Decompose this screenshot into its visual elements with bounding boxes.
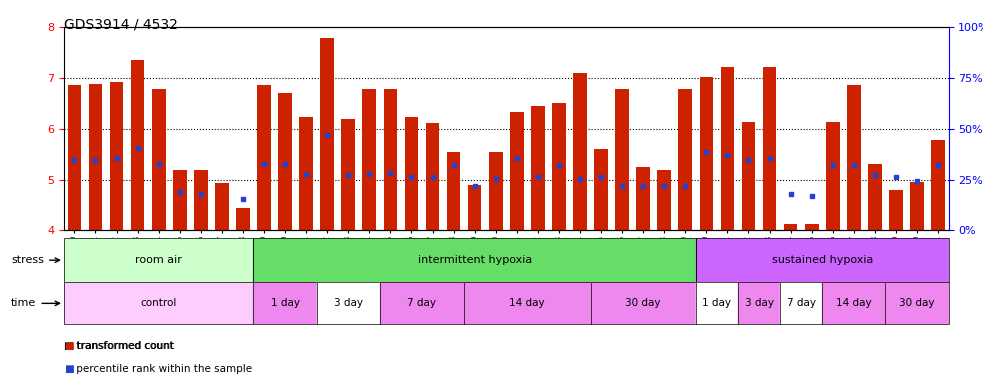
- Bar: [236, 207, 250, 230]
- Bar: [822, 282, 886, 324]
- Bar: [510, 113, 524, 230]
- Bar: [591, 282, 696, 324]
- Text: 7 day: 7 day: [408, 298, 436, 308]
- Text: ■: ■: [64, 364, 74, 374]
- Bar: [594, 149, 607, 230]
- Text: percentile rank within the sample: percentile rank within the sample: [73, 364, 252, 374]
- Bar: [822, 282, 886, 324]
- Bar: [738, 282, 781, 324]
- Bar: [552, 103, 566, 230]
- Bar: [215, 183, 229, 230]
- Bar: [489, 152, 502, 230]
- Bar: [658, 170, 671, 230]
- Bar: [405, 118, 419, 230]
- Bar: [317, 282, 379, 324]
- Text: ■ transformed count: ■ transformed count: [64, 341, 174, 351]
- Bar: [783, 224, 797, 230]
- Text: room air: room air: [136, 255, 182, 265]
- Text: ■: ■: [64, 341, 74, 351]
- Bar: [696, 238, 949, 282]
- Bar: [379, 282, 464, 324]
- Bar: [299, 118, 313, 230]
- Bar: [886, 282, 949, 324]
- Bar: [696, 282, 738, 324]
- Bar: [254, 282, 317, 324]
- Bar: [64, 238, 254, 282]
- Bar: [151, 89, 165, 230]
- Bar: [781, 282, 822, 324]
- Bar: [573, 73, 587, 230]
- Bar: [317, 282, 379, 324]
- Bar: [379, 282, 464, 324]
- Bar: [254, 238, 696, 282]
- Bar: [68, 85, 82, 230]
- Bar: [678, 89, 692, 230]
- Bar: [464, 282, 591, 324]
- Bar: [64, 282, 254, 324]
- Bar: [826, 121, 839, 230]
- Text: sustained hypoxia: sustained hypoxia: [772, 255, 873, 265]
- Bar: [110, 82, 124, 230]
- Text: 14 day: 14 day: [836, 298, 872, 308]
- Bar: [64, 282, 254, 324]
- Bar: [173, 170, 187, 230]
- Bar: [763, 66, 777, 230]
- Text: stress: stress: [11, 255, 60, 265]
- Bar: [464, 282, 591, 324]
- Bar: [741, 121, 755, 230]
- Bar: [615, 89, 629, 230]
- Bar: [931, 140, 945, 230]
- Bar: [889, 190, 902, 230]
- Bar: [591, 282, 696, 324]
- Bar: [696, 282, 738, 324]
- Bar: [341, 119, 355, 230]
- Text: 30 day: 30 day: [899, 298, 935, 308]
- Text: GDS3914 / 4532: GDS3914 / 4532: [64, 17, 178, 31]
- Bar: [383, 89, 397, 230]
- Bar: [531, 106, 545, 230]
- Text: intermittent hypoxia: intermittent hypoxia: [418, 255, 532, 265]
- Bar: [738, 282, 781, 324]
- Bar: [805, 224, 819, 230]
- Text: time: time: [11, 298, 60, 308]
- Bar: [721, 66, 734, 230]
- Bar: [847, 85, 861, 230]
- Text: 1 day: 1 day: [270, 298, 300, 308]
- Bar: [258, 85, 271, 230]
- Bar: [254, 282, 317, 324]
- Text: 3 day: 3 day: [744, 298, 774, 308]
- Text: 30 day: 30 day: [625, 298, 661, 308]
- Bar: [426, 122, 439, 230]
- Bar: [254, 238, 696, 282]
- Bar: [64, 238, 254, 282]
- Bar: [696, 238, 949, 282]
- Bar: [88, 84, 102, 230]
- Text: control: control: [141, 298, 177, 308]
- Bar: [886, 282, 949, 324]
- Bar: [910, 182, 924, 230]
- Text: 7 day: 7 day: [786, 298, 816, 308]
- Bar: [320, 38, 334, 230]
- Text: 1 day: 1 day: [703, 298, 731, 308]
- Bar: [700, 77, 714, 230]
- Bar: [446, 152, 460, 230]
- Bar: [636, 167, 650, 230]
- Bar: [131, 60, 145, 230]
- Text: 3 day: 3 day: [334, 298, 363, 308]
- Bar: [781, 282, 822, 324]
- Bar: [194, 170, 207, 230]
- Bar: [868, 164, 882, 230]
- Bar: [278, 93, 292, 230]
- Text: 14 day: 14 day: [509, 298, 546, 308]
- Text: transformed count: transformed count: [73, 341, 173, 351]
- Bar: [468, 185, 482, 230]
- Bar: [363, 89, 376, 230]
